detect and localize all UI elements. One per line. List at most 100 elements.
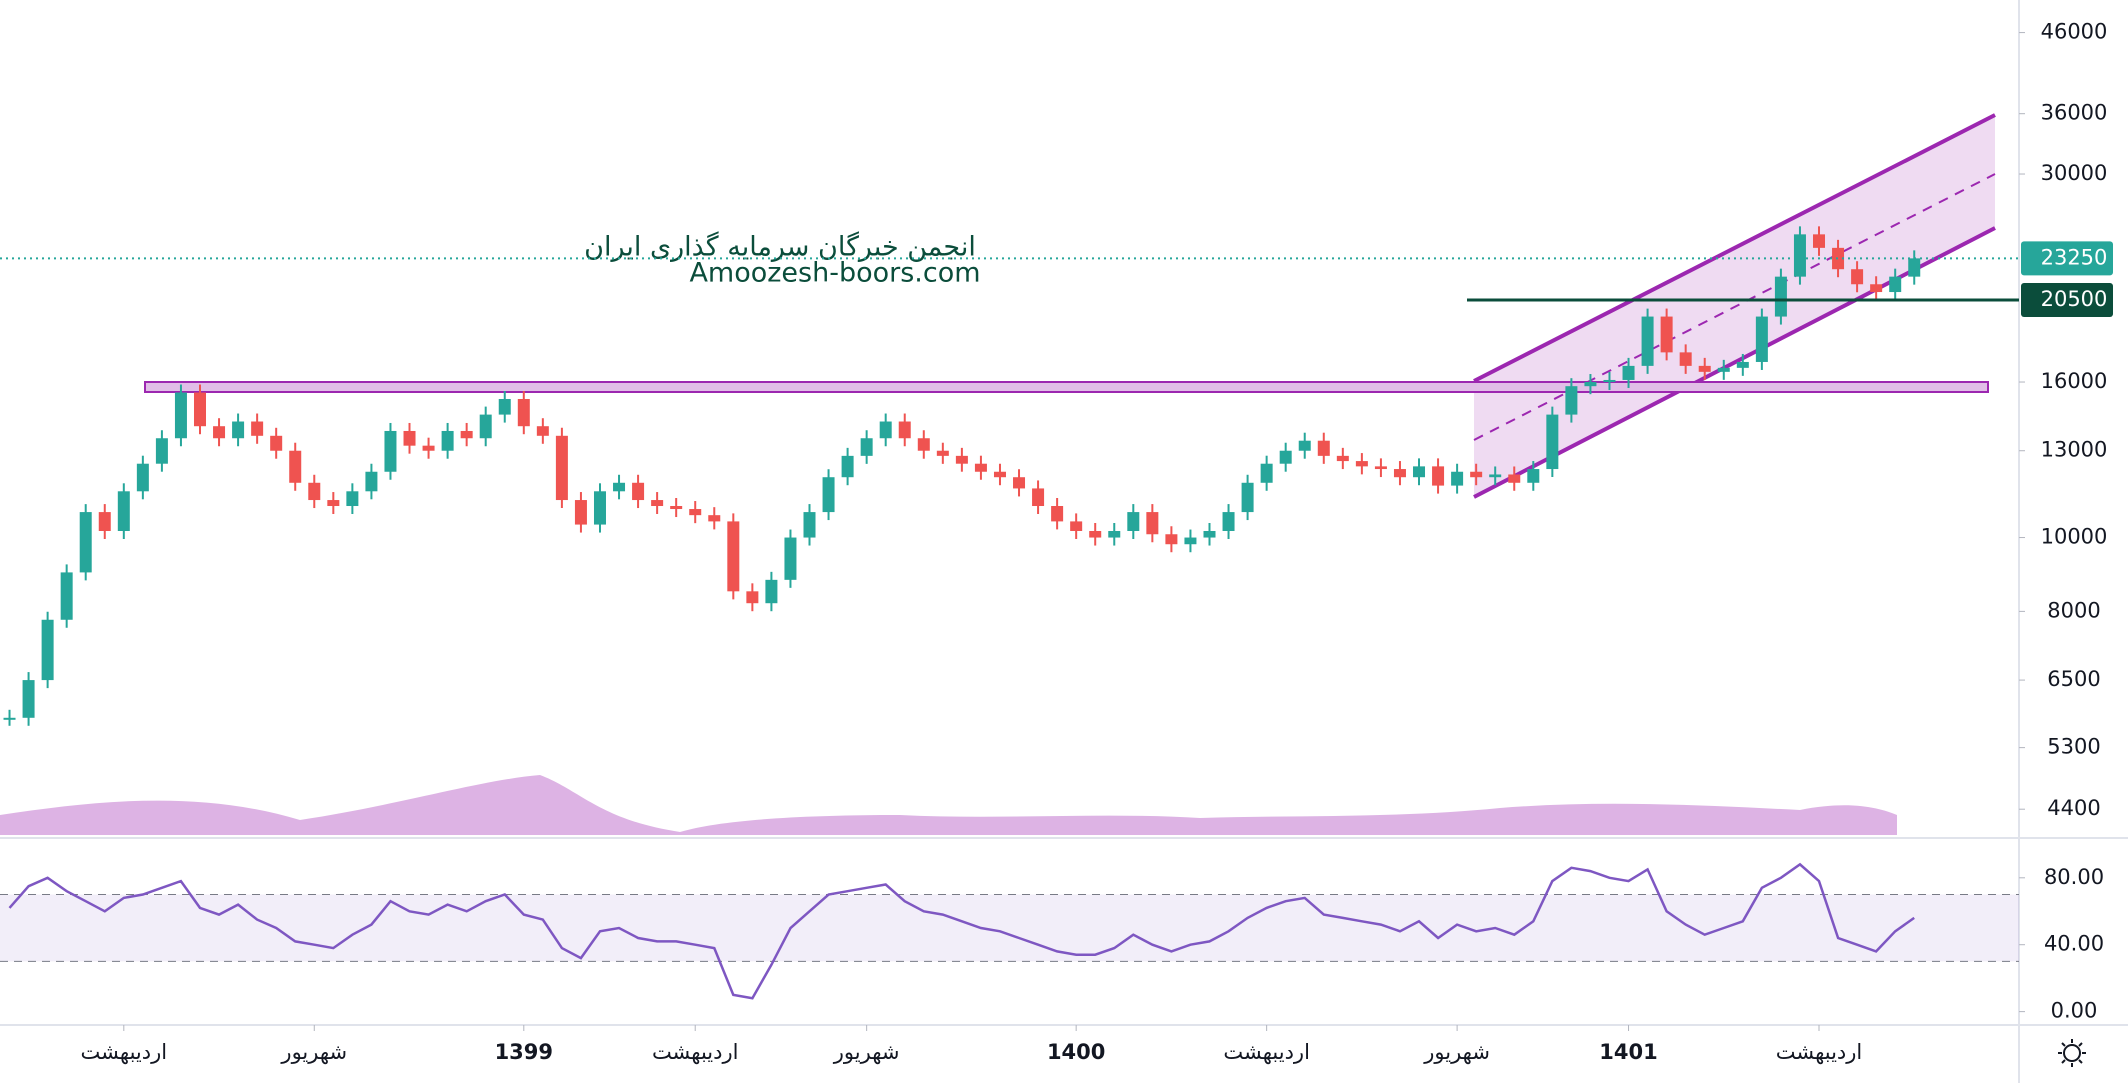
candle <box>765 579 778 604</box>
candle <box>746 591 759 604</box>
y-tick-label: 40.00 <box>2044 932 2104 956</box>
candle <box>479 414 492 439</box>
settings-icon[interactable] <box>2058 1039 2086 1067</box>
candle <box>1889 276 1902 293</box>
candle <box>1717 367 1730 372</box>
candle <box>136 463 149 492</box>
candle <box>1451 471 1464 486</box>
candle <box>1508 474 1521 483</box>
candle <box>289 450 302 483</box>
candle <box>1755 316 1768 362</box>
candle <box>1374 466 1387 470</box>
rsi-line <box>8 862 1915 1000</box>
candle <box>1470 471 1483 478</box>
candle <box>403 430 416 446</box>
candle <box>1698 365 1711 372</box>
candle <box>593 491 606 525</box>
candle <box>822 477 835 513</box>
x-tick-label: شهریور <box>280 1040 347 1064</box>
candle <box>555 435 568 501</box>
candle <box>1146 512 1159 535</box>
candle <box>1527 469 1540 483</box>
candle <box>993 471 1006 478</box>
candle <box>536 426 549 436</box>
candle <box>1603 379 1616 383</box>
candle <box>460 430 473 439</box>
y-tick-label: 80.00 <box>2044 865 2104 889</box>
rsi-pane <box>0 841 2019 1025</box>
candle <box>841 455 854 478</box>
x-tick-label: اردیبهشت <box>1776 1040 1863 1064</box>
x-tick-label: 1399 <box>495 1040 553 1064</box>
candle <box>651 500 664 507</box>
candle <box>1489 474 1502 478</box>
y-tick-label: 10000 <box>2041 525 2108 549</box>
candle <box>1584 382 1597 387</box>
candle <box>1165 534 1178 545</box>
candle <box>365 471 378 492</box>
candle <box>1432 466 1445 486</box>
x-tick-label: اردیبهشت <box>652 1040 739 1064</box>
candle <box>1241 482 1254 513</box>
candle <box>1660 316 1673 353</box>
candle <box>213 426 226 439</box>
watermark: انجمن خبرگان سرمایه گذاری ایران <box>584 231 976 263</box>
price-label-box <box>2021 283 2113 318</box>
x-tick-label: 1401 <box>1599 1040 1657 1064</box>
y-tick-label: 8000 <box>2047 598 2100 622</box>
candle <box>1051 506 1064 522</box>
y-tick-label: 6500 <box>2047 667 2100 691</box>
candle <box>1355 461 1368 467</box>
candle <box>1622 365 1635 380</box>
candle <box>1317 440 1330 456</box>
candle <box>936 450 949 456</box>
candles <box>3 226 1921 726</box>
channel-upper <box>1473 113 1996 383</box>
candle <box>308 482 321 501</box>
candle <box>689 509 702 516</box>
candle <box>251 421 264 436</box>
y-tick-label: 0.00 <box>2051 999 2098 1023</box>
candle <box>422 445 435 451</box>
candle <box>174 392 187 439</box>
candle <box>1679 352 1692 366</box>
candle <box>1298 440 1311 451</box>
y-tick-label: 46000 <box>2041 20 2108 44</box>
candle <box>41 619 54 681</box>
candle <box>1546 414 1559 470</box>
x-tick-label: 1400 <box>1047 1040 1105 1064</box>
candle <box>1279 450 1292 464</box>
candle <box>117 491 130 531</box>
x-tick-label: شهریور <box>1423 1040 1490 1064</box>
candle <box>1203 530 1216 538</box>
candle <box>670 506 683 510</box>
candle <box>1260 463 1273 483</box>
candle <box>1222 512 1235 531</box>
candle <box>270 435 283 451</box>
candle <box>898 421 911 439</box>
y-tick-label: 13000 <box>2041 438 2108 462</box>
candle <box>1413 466 1426 478</box>
candle <box>1013 477 1026 489</box>
candle <box>22 680 35 718</box>
volume-area <box>0 775 1897 835</box>
channel-lower <box>1473 226 1996 499</box>
candle <box>1070 521 1083 531</box>
candle <box>1089 530 1102 538</box>
candle <box>1641 316 1654 366</box>
candle <box>708 515 721 522</box>
candle <box>1565 386 1578 415</box>
candle <box>3 717 16 720</box>
candle <box>1813 234 1826 248</box>
candle <box>727 521 740 592</box>
candle <box>879 421 892 439</box>
price-label: 20500 <box>2041 287 2108 311</box>
candle <box>98 512 111 531</box>
price-label: 23250 <box>2041 245 2108 269</box>
candle <box>60 572 73 620</box>
candle <box>384 430 397 472</box>
candle <box>1336 455 1349 462</box>
candle <box>1870 284 1883 293</box>
rsi-band <box>0 894 2019 962</box>
